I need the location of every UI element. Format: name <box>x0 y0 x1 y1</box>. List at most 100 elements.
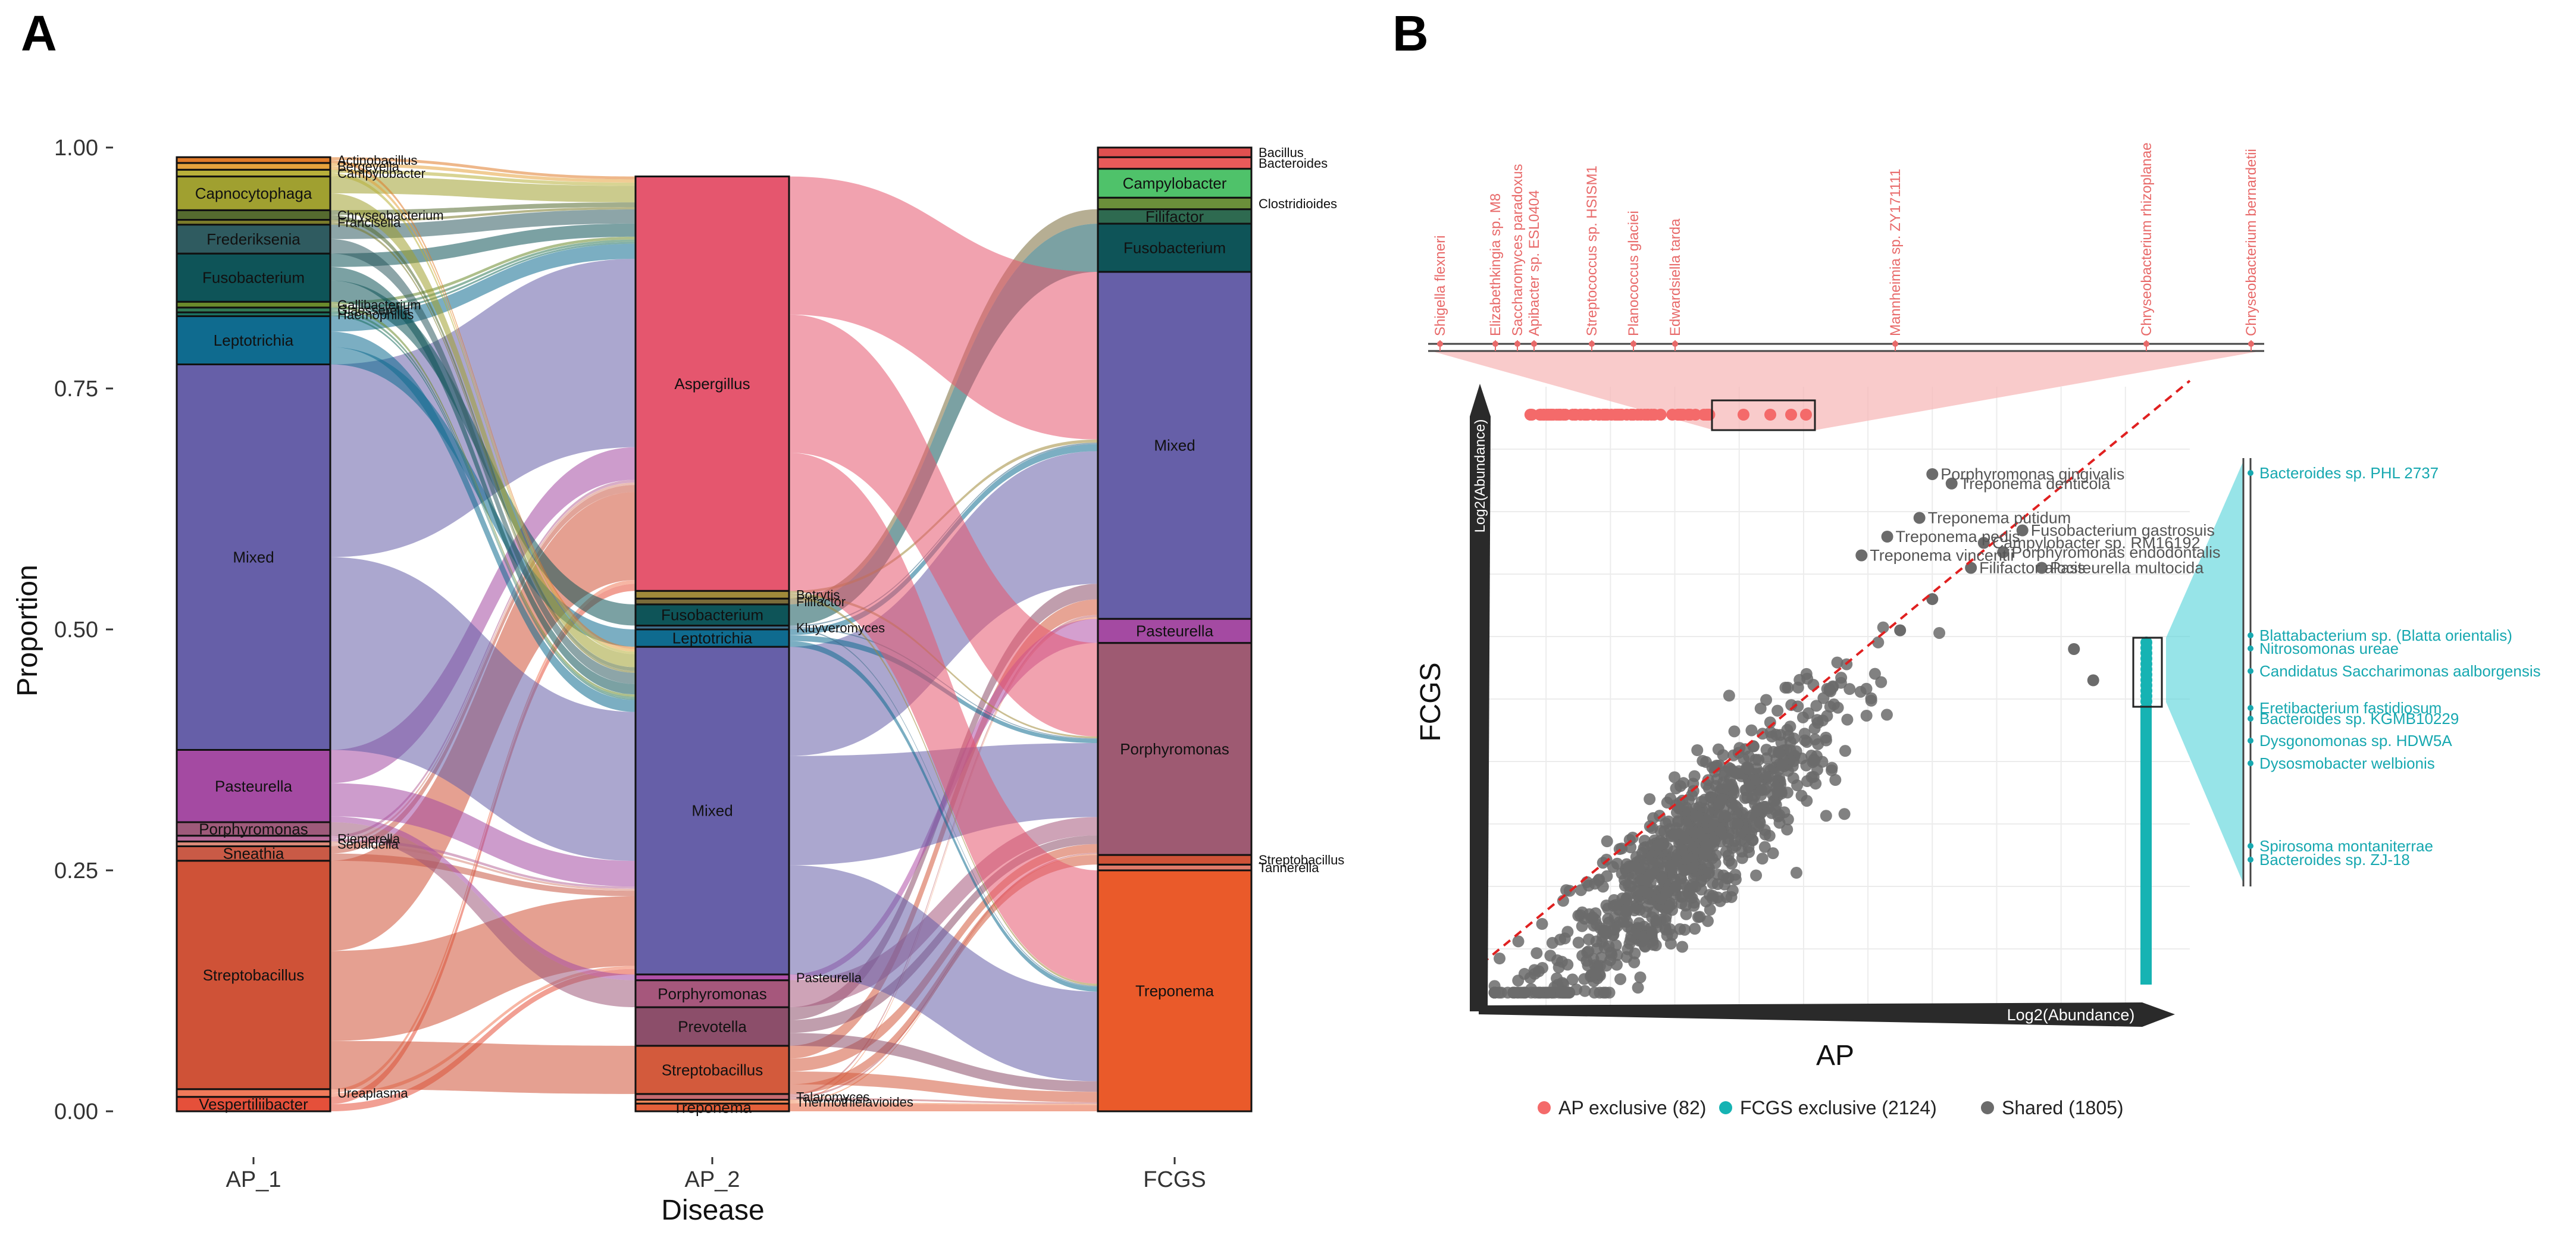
shared-point <box>1633 864 1646 876</box>
shared-points <box>1488 468 2099 999</box>
ap-exclusive-labels: Shigella flexneri Elizabethkingia sp. M8 S… <box>1432 143 2259 351</box>
flow-ap-1-campylobacter <box>330 170 636 186</box>
ap-highlight-box <box>1711 399 1816 431</box>
shared-point <box>1601 870 1613 882</box>
flow-ap-1-francisella <box>330 207 636 222</box>
ap-label-dot <box>1531 341 1537 347</box>
shared-point <box>1507 986 1520 999</box>
fcgs-exclusive-labels: Bacteroides sp. PHL 2737 Blattabacterium … <box>2248 464 2541 869</box>
fcgs-exclusive-label-dysgonomonas-sp-hdw5a: Dysgonomonas sp. HDW5A <box>2259 732 2452 750</box>
ap-exclusive-label-streptococcus-sp-hsism1: Streptococcus sp. HSISM1 <box>1584 165 1600 336</box>
shared-point <box>1653 810 1666 822</box>
ap-exclusive-label-elizabethkingia-sp-m8: Elizabethkingia sp. M8 <box>1488 193 1504 336</box>
flow-ap-1-sneathia <box>330 853 636 897</box>
shared-point <box>1782 681 1794 694</box>
fcgs-exclusive-label-blattabacterium-sp-blatta-orientalis: Blattabacterium sp. (Blatta orientalis) <box>2259 626 2512 644</box>
fcgs-label-dot <box>2248 843 2253 849</box>
x-tick-label-ap-2: AP_2 <box>685 1167 740 1192</box>
stack-label-ap-1-leptotrichia: Leptotrichia <box>214 331 294 349</box>
shared-point <box>1593 968 1605 980</box>
shared-point <box>1776 759 1789 771</box>
shared-point <box>1767 847 1779 860</box>
flow-ap-2-fusobacterium <box>789 223 1098 626</box>
shared-point <box>1748 789 1761 802</box>
stack-label-ap-1-frederiksenia: Frederiksenia <box>206 230 301 248</box>
ap-exclusive-label-saccharomyces-paradoxus: Saccharomyces paradoxus <box>1510 164 1526 336</box>
flow-ap-1-leptotrichia <box>330 347 636 647</box>
stack-ap-2-aspergillus <box>634 176 790 592</box>
shared-point <box>1687 878 1699 891</box>
fcgs-exclusive-label-candidatus-saccharimonas-aalborgensis: Candidatus Saccharimonas aalborgensis <box>2259 662 2541 680</box>
shared-point <box>1685 853 1697 865</box>
flow-ap-1-actinobacillus <box>330 157 636 180</box>
shared-point <box>1860 682 1873 695</box>
flow-ap-2-talaromyces <box>789 615 1098 1096</box>
shared-point <box>1688 826 1701 838</box>
shared-point <box>1843 683 1856 695</box>
legend-swatch-2 <box>1981 1101 1994 1114</box>
x-axis-title-a: Disease <box>661 1195 764 1226</box>
flow-ap-1-gallibacterium <box>330 236 636 305</box>
shared-point <box>1684 891 1697 903</box>
stack-fcgs-pasteurella <box>1097 618 1253 644</box>
shared-point <box>1647 939 1659 951</box>
shared-point <box>1728 725 1741 738</box>
shared-point <box>1546 936 1558 949</box>
stack-label-ap-2-streptobacillus: Streptobacillus <box>662 1061 763 1079</box>
diagonal-line <box>1481 380 2191 965</box>
shared-point <box>1865 694 1877 707</box>
shared-point <box>1773 817 1786 829</box>
ap-exclusive-point <box>1566 409 1579 421</box>
shared-point <box>1933 626 1946 639</box>
shared-point <box>1754 702 1767 714</box>
shared-point <box>1784 744 1796 757</box>
flow-ap-1-pasteurella <box>330 783 636 887</box>
stack-ap-2-fusobacterium <box>634 603 790 627</box>
flow-ap-1-haemophilus <box>330 314 636 700</box>
shared-point <box>1817 692 1830 704</box>
shared-point <box>1617 916 1630 928</box>
shared-point <box>1796 711 1809 723</box>
outside-label-ap-1-francisella: Francisella <box>337 215 401 230</box>
legend: AP exclusive (82) FCGS exclusive (2124) Sh… <box>1538 1097 2124 1118</box>
legend-label-2: Shared (1805) <box>2002 1097 2124 1118</box>
shared-point <box>1729 835 1741 847</box>
stack-label-fcgs-filifactor: Filifactor <box>1145 208 1204 225</box>
shared-point <box>1764 716 1776 729</box>
outside-label-fcgs-streptobacillus: Streptobacillus <box>1259 853 1344 867</box>
shared-point <box>1634 971 1647 983</box>
stack-label-fcgs-treponema: Treponema <box>1135 982 1215 1000</box>
ap-exclusive-label-chryseobacterium-rhizoplanae: Chryseobacterium rhizoplanae <box>2139 143 2155 337</box>
shared-point <box>1838 808 1851 820</box>
stack-ap-1-chryseobacterium <box>176 209 331 221</box>
shared-point <box>1690 810 1702 823</box>
shared-point <box>1642 887 1654 900</box>
ap-exclusive-callout-band <box>1431 351 2261 430</box>
shared-point <box>1829 773 1842 786</box>
y-tick-label-a: 0.75 <box>54 377 98 402</box>
y-tick-label-a: 0.50 <box>54 618 98 643</box>
shared-point <box>1658 861 1671 874</box>
shared-point <box>1717 749 1729 761</box>
shared-point <box>1723 690 1735 702</box>
stack-label-ap-2-prevotella: Prevotella <box>678 1017 747 1035</box>
shared-point <box>1750 869 1763 882</box>
flow-ap-1-leptotrichia <box>330 331 636 712</box>
shared-point <box>1558 986 1571 999</box>
shared-point <box>1807 679 1820 691</box>
shared-point <box>1494 952 1506 965</box>
shared-point <box>1875 676 1888 688</box>
shared-point <box>1795 789 1808 802</box>
flow-ap-1-porphyromonas <box>330 822 636 1008</box>
shared-point <box>1610 958 1623 971</box>
stack-label-ap-1-pasteurella: Pasteurella <box>215 777 293 795</box>
shared-point <box>1894 624 1907 637</box>
fcgs-label-dot <box>2248 645 2253 651</box>
flow-ap-1-fusobacterium <box>330 267 636 695</box>
shared-point <box>2068 643 2080 655</box>
flow-ap-1-actinobacillus <box>330 160 636 649</box>
ap-label-dot <box>1514 341 1520 347</box>
stack-label-ap-2-aspergillus: Aspergillus <box>674 375 750 393</box>
flow-ap-1-pasteurella <box>330 447 636 784</box>
shared-point <box>1730 808 1742 820</box>
